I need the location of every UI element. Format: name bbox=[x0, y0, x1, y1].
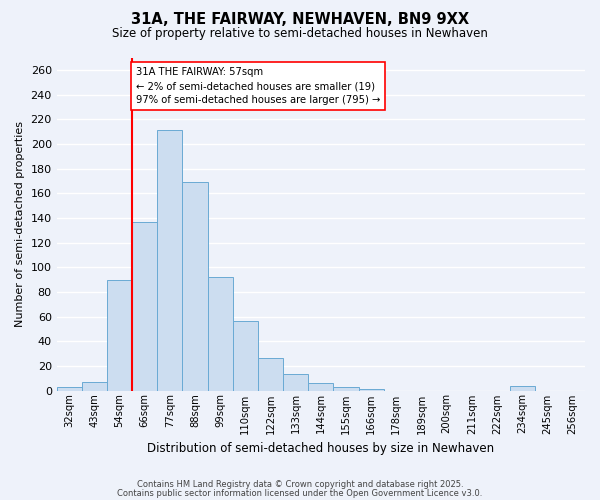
Text: Contains HM Land Registry data © Crown copyright and database right 2025.: Contains HM Land Registry data © Crown c… bbox=[137, 480, 463, 489]
Bar bbox=[334, 387, 359, 390]
Bar bbox=[132, 222, 157, 390]
Text: Contains public sector information licensed under the Open Government Licence v3: Contains public sector information licen… bbox=[118, 489, 482, 498]
Bar bbox=[509, 386, 535, 390]
Text: 31A THE FAIRWAY: 57sqm
← 2% of semi-detached houses are smaller (19)
97% of semi: 31A THE FAIRWAY: 57sqm ← 2% of semi-deta… bbox=[136, 68, 380, 106]
X-axis label: Distribution of semi-detached houses by size in Newhaven: Distribution of semi-detached houses by … bbox=[147, 442, 494, 455]
Text: 31A, THE FAIRWAY, NEWHAVEN, BN9 9XX: 31A, THE FAIRWAY, NEWHAVEN, BN9 9XX bbox=[131, 12, 469, 28]
Bar bbox=[157, 130, 182, 390]
Bar bbox=[233, 322, 258, 390]
Bar bbox=[107, 280, 132, 390]
Bar bbox=[56, 387, 82, 390]
Text: Size of property relative to semi-detached houses in Newhaven: Size of property relative to semi-detach… bbox=[112, 28, 488, 40]
Bar bbox=[308, 383, 334, 390]
Bar bbox=[208, 277, 233, 390]
Y-axis label: Number of semi-detached properties: Number of semi-detached properties bbox=[15, 121, 25, 327]
Bar bbox=[283, 374, 308, 390]
Bar bbox=[182, 182, 208, 390]
Bar bbox=[258, 358, 283, 390]
Bar bbox=[82, 382, 107, 390]
